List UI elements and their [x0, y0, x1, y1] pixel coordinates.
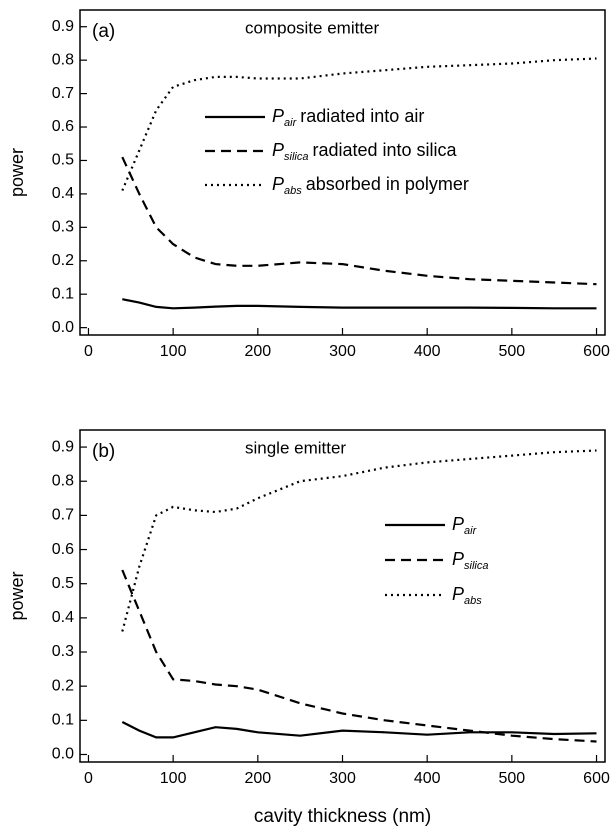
legend-name: P: [452, 549, 464, 569]
x-tick-label: 500: [499, 343, 526, 360]
plot-frame: [79, 9, 606, 336]
legend-entry: Psilica: [452, 549, 488, 572]
x-axis-label: cavity thickness (nm): [254, 806, 431, 827]
x-tick-label: 0: [84, 770, 93, 787]
x-tick-label: 400: [414, 770, 441, 787]
legend-subscript: abs: [284, 185, 302, 197]
legend-entry: Psilica radiated into silica: [272, 140, 458, 163]
y-axis-label: power: [7, 148, 27, 197]
y-tick-label: 0.8: [52, 51, 74, 68]
panel-label: (a): [92, 21, 115, 42]
legend-entry: Pabs absorbed in polymer: [272, 174, 469, 197]
y-tick-label: 0.7: [52, 85, 74, 102]
legend-description: absorbed in polymer: [306, 174, 469, 194]
x-tick-label: 0: [84, 343, 93, 360]
y-tick-label: 0.9: [52, 18, 74, 35]
x-tick-label: 100: [160, 343, 187, 360]
y-tick-label: 0.0: [52, 319, 74, 336]
panel-label: (b): [92, 441, 115, 462]
y-tick-label: 0.7: [52, 507, 74, 524]
legend-subscript: abs: [464, 595, 482, 607]
y-tick-label: 0.6: [52, 541, 74, 558]
x-tick-label: 600: [583, 770, 610, 787]
x-tick-label: 100: [160, 770, 187, 787]
x-tick-label: 300: [329, 343, 356, 360]
legend-description: radiated into silica: [312, 140, 457, 160]
y-tick-label: 0.1: [52, 285, 74, 302]
y-tick-label: 0.2: [52, 252, 74, 269]
y-tick-label: 0.4: [52, 185, 74, 202]
plot-frame: [79, 429, 606, 763]
legend-subscript: air: [284, 117, 298, 129]
legend-name: P: [272, 174, 284, 194]
panel-title: composite emitter: [245, 18, 379, 37]
x-tick-label: 600: [583, 343, 610, 360]
legend-subscript: silica: [464, 560, 488, 572]
legend-name: P: [452, 584, 464, 604]
y-tick-label: 0.2: [52, 677, 74, 694]
legend-description: radiated into air: [300, 106, 424, 126]
x-tick-label: 200: [244, 770, 271, 787]
y-tick-label: 0.0: [52, 746, 74, 763]
data-line: [121, 569, 597, 743]
y-tick-label: 0.3: [52, 643, 74, 660]
legend-name: P: [452, 514, 464, 534]
legend-name: P: [272, 106, 284, 126]
y-tick-label: 0.3: [52, 219, 74, 236]
x-tick-label: 400: [414, 343, 441, 360]
x-tick-label: 500: [499, 770, 526, 787]
legend-entry: Pair radiated into air: [272, 106, 424, 129]
data-line: [121, 449, 597, 632]
y-tick-label: 0.6: [52, 118, 74, 135]
x-tick-label: 200: [244, 343, 271, 360]
legend-name: P: [272, 140, 284, 160]
legend-entry: Pabs: [452, 584, 482, 607]
legend-entry: Pair: [452, 514, 478, 537]
y-tick-label: 0.5: [52, 575, 74, 592]
legend-subscript: silica: [284, 151, 308, 163]
data-line: [121, 57, 597, 192]
data-line: [121, 156, 597, 286]
y-tick-label: 0.1: [52, 712, 74, 729]
y-tick-label: 0.9: [52, 438, 74, 455]
data-line: [121, 721, 597, 739]
data-line: [122, 298, 597, 310]
x-tick-label: 300: [329, 770, 356, 787]
y-tick-label: 0.5: [52, 152, 74, 169]
y-axis-label: power: [7, 571, 27, 620]
y-tick-label: 0.8: [52, 472, 74, 489]
panel-title: single emitter: [245, 438, 346, 457]
y-tick-label: 0.4: [52, 609, 74, 626]
legend-subscript: air: [464, 525, 478, 537]
